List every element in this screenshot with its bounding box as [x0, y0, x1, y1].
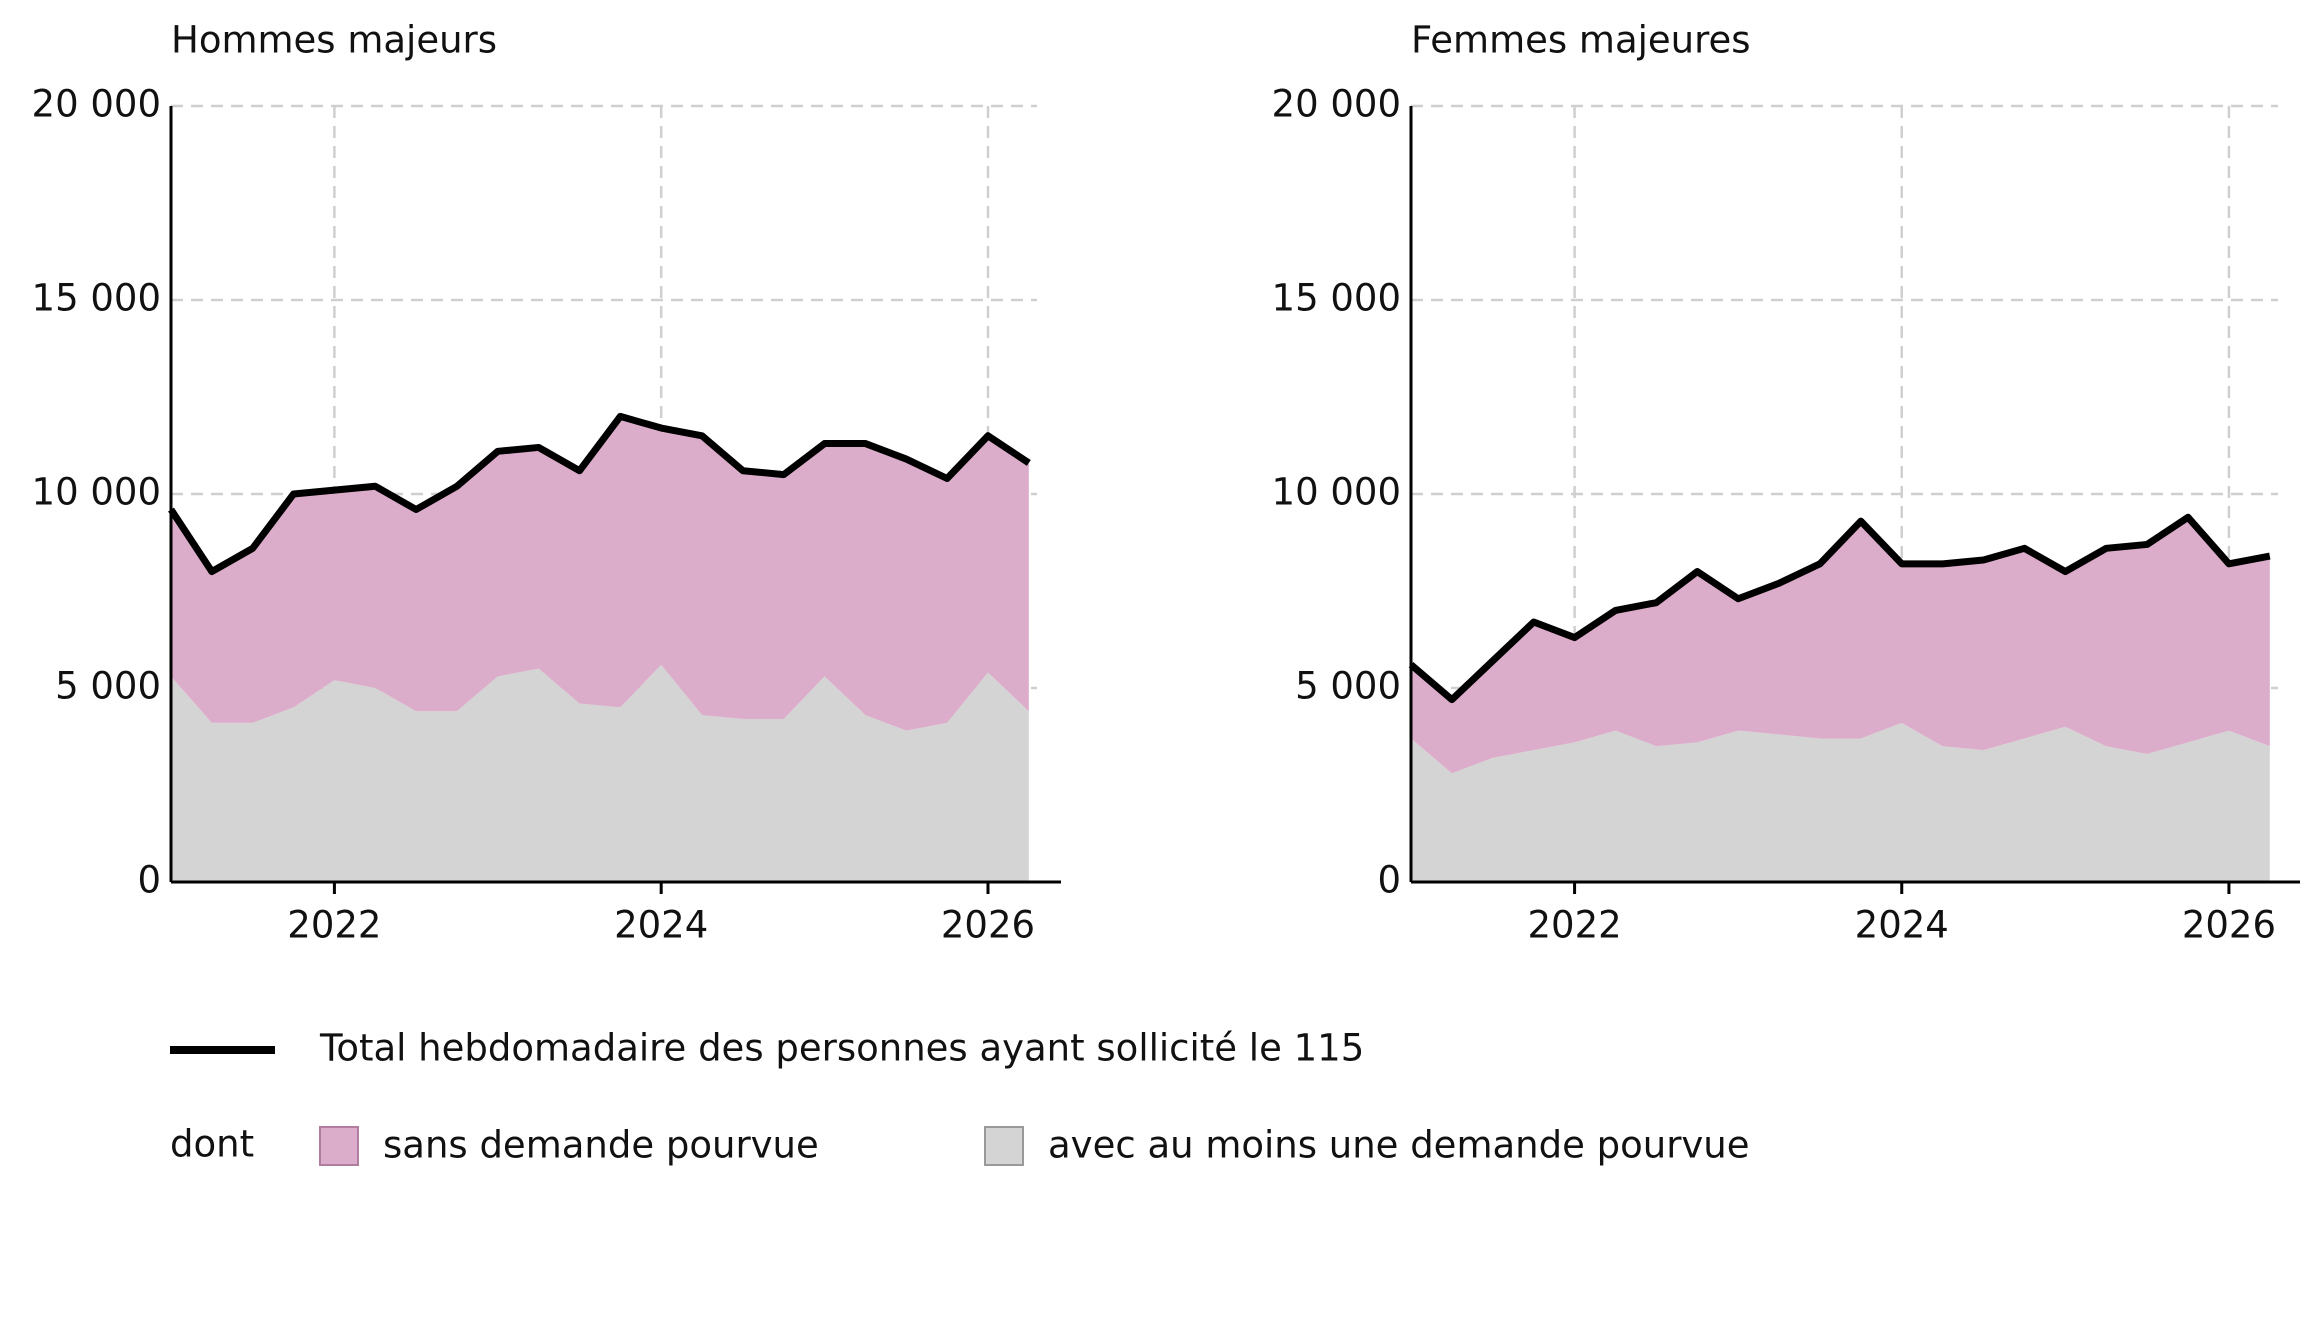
- legend-swatch: [984, 1126, 1024, 1166]
- x-tick-label: 2026: [2182, 904, 2276, 947]
- area: [1411, 722, 2270, 882]
- area: [171, 664, 1029, 882]
- y-tick-label: 10 000: [32, 471, 161, 514]
- chart-title: Femmes majeures: [1411, 19, 1751, 62]
- y-tick-label: 15 000: [1272, 277, 1401, 320]
- legend-swatch: [319, 1126, 359, 1166]
- y-tick-label: 5 000: [55, 665, 161, 708]
- chart-title: Hommes majeurs: [171, 19, 497, 62]
- legend-label: avec au moins une demande pourvue: [1048, 1124, 1750, 1167]
- x-tick-label: 2022: [1527, 904, 1621, 947]
- x-tick-label: 2022: [287, 904, 381, 947]
- y-tick-label: 15 000: [32, 277, 161, 320]
- total-line: [168, 412, 1031, 576]
- total-line: [1408, 513, 2271, 704]
- legend-label: sans demande pourvue: [383, 1124, 819, 1167]
- y-tick-label: 5 000: [1295, 665, 1401, 708]
- legend-prefix: dont: [170, 1123, 254, 1166]
- legend-label: Total hebdomadaire des personnes ayant s…: [319, 1027, 1364, 1070]
- area: [1411, 517, 2270, 774]
- x-tick-label: 2026: [941, 904, 1035, 947]
- y-tick-label: 10 000: [1272, 471, 1401, 514]
- y-tick-label: 20 000: [1272, 83, 1401, 126]
- x-tick-label: 2024: [614, 904, 708, 947]
- x-tick-label: 2024: [1855, 904, 1949, 947]
- y-tick-label: 0: [1377, 859, 1401, 902]
- y-tick-label: 0: [137, 859, 161, 902]
- y-tick-label: 20 000: [32, 83, 161, 126]
